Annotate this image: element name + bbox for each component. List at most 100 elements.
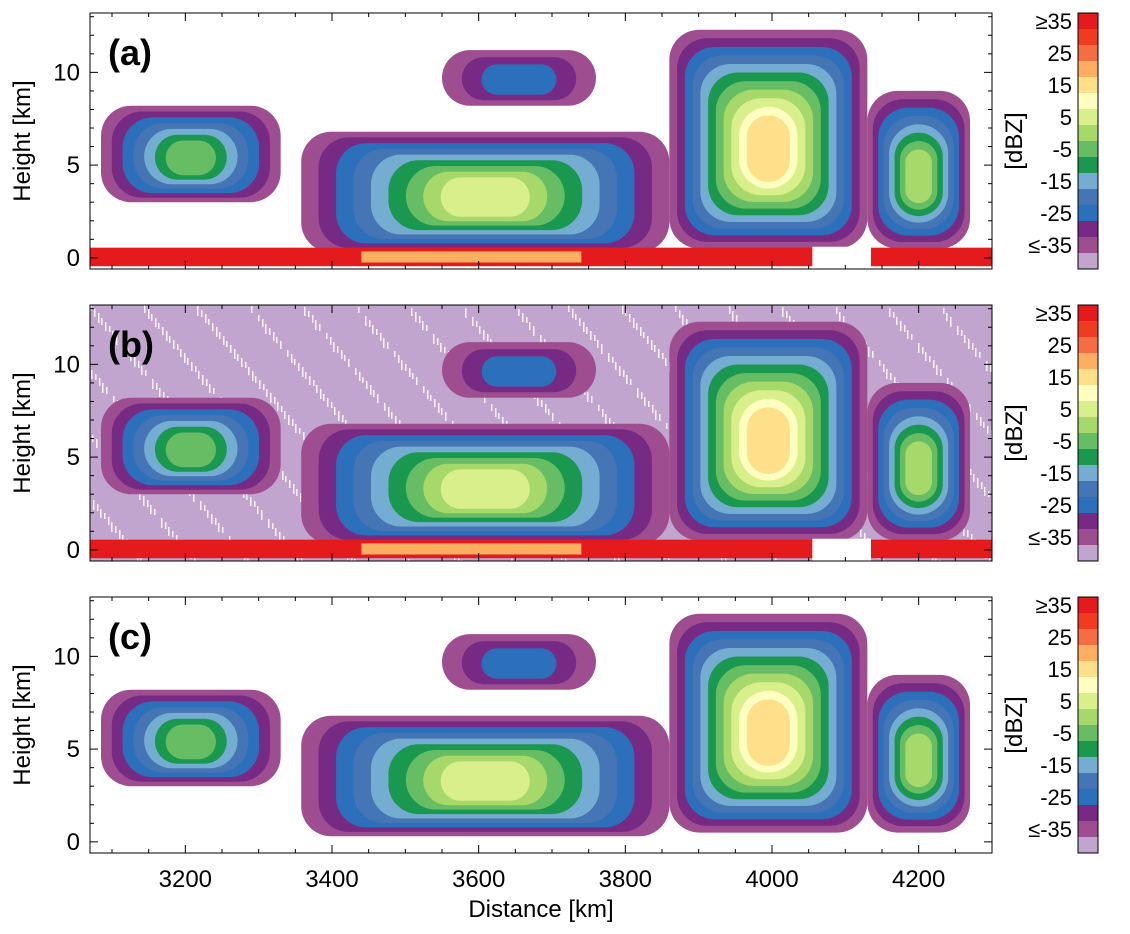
axes-frame bbox=[89, 12, 993, 270]
noise-speckle bbox=[725, 558, 727, 561]
noise-speckle bbox=[633, 318, 635, 328]
noise-speckle bbox=[883, 364, 885, 372]
noise-speckle bbox=[247, 558, 249, 561]
reflectivity-contour bbox=[165, 140, 216, 176]
noise-speckle bbox=[387, 342, 389, 349]
noise-speckle bbox=[285, 476, 287, 482]
colorbar-tick-label: 25 bbox=[1048, 625, 1072, 650]
noise-speckle bbox=[395, 416, 397, 425]
y-tick-label: 0 bbox=[67, 829, 80, 856]
noise-speckle bbox=[206, 379, 208, 386]
noise-speckle bbox=[491, 404, 493, 411]
noise-speckle bbox=[618, 557, 620, 561]
colorbar-swatch bbox=[1078, 513, 1098, 530]
colorbar-swatch bbox=[1078, 433, 1098, 450]
colorbar-swatch bbox=[1078, 629, 1098, 646]
noise-speckle bbox=[872, 351, 874, 358]
noise-speckle bbox=[675, 306, 677, 312]
colorbar-swatch bbox=[1078, 157, 1098, 174]
noise-speckle bbox=[358, 307, 360, 313]
noise-speckle bbox=[594, 335, 596, 341]
colorbar-tick-label: 15 bbox=[1048, 73, 1072, 98]
noise-speckle bbox=[548, 409, 550, 415]
noise-speckle bbox=[964, 335, 966, 343]
noise-speckle bbox=[651, 340, 653, 350]
noise-speckle bbox=[226, 341, 228, 347]
noise-speckle bbox=[989, 556, 991, 561]
colorbar-tick-label: 15 bbox=[1048, 365, 1072, 390]
noise-speckle bbox=[384, 403, 386, 411]
colorbar: ≥35 25 15 5 -5 -15 -25 ≤-35 [dBZ] bbox=[1001, 593, 1099, 854]
colorbar-swatch bbox=[1078, 13, 1098, 30]
noise-speckle bbox=[151, 314, 153, 321]
noise-speckle bbox=[237, 354, 239, 361]
noise-speckle bbox=[262, 319, 264, 327]
noise-speckle bbox=[575, 314, 577, 320]
noise-speckle bbox=[405, 364, 407, 371]
noise-speckle bbox=[105, 322, 107, 331]
noise-speckle bbox=[619, 366, 621, 376]
cloud-region bbox=[301, 131, 670, 253]
noise-speckle bbox=[602, 409, 604, 417]
noise-speckle bbox=[568, 305, 570, 312]
noise-speckle bbox=[636, 323, 638, 330]
noise-speckle bbox=[200, 501, 202, 510]
noise-speckle bbox=[219, 332, 221, 339]
noise-speckle bbox=[911, 334, 913, 340]
noise-speckle bbox=[94, 309, 96, 317]
noise-speckle bbox=[184, 353, 186, 363]
noise-speckle bbox=[252, 371, 254, 381]
noise-speckle bbox=[195, 366, 197, 372]
colorbar-tick-label: -5 bbox=[1052, 721, 1072, 746]
noise-speckle bbox=[294, 359, 296, 365]
colorbar-swatch bbox=[1078, 465, 1098, 482]
y-axis-label: Height [km] bbox=[9, 80, 36, 201]
noise-speckle bbox=[161, 518, 163, 528]
axes-frame bbox=[89, 596, 993, 854]
noise-speckle bbox=[327, 398, 329, 407]
noise-speckle bbox=[426, 325, 428, 331]
noise-speckle bbox=[270, 393, 272, 403]
noise-speckle bbox=[419, 316, 421, 323]
noise-speckle bbox=[283, 536, 285, 543]
noise-speckle bbox=[305, 372, 307, 379]
noise-speckle bbox=[484, 395, 486, 403]
noise-speckle bbox=[502, 417, 504, 425]
noise-speckle bbox=[411, 308, 413, 316]
noise-speckle bbox=[445, 412, 447, 421]
noise-speckle bbox=[95, 374, 97, 380]
noise-speckle bbox=[248, 367, 250, 375]
noise-speckle bbox=[143, 496, 145, 506]
noise-speckle bbox=[980, 417, 982, 426]
noise-speckle bbox=[284, 411, 286, 419]
y-axis-label: Height [km] bbox=[9, 664, 36, 785]
noise-speckle bbox=[666, 423, 668, 429]
noise-speckle bbox=[427, 390, 429, 399]
noise-speckle bbox=[444, 347, 446, 353]
colorbar-swatch bbox=[1078, 837, 1098, 854]
noise-speckle bbox=[522, 313, 524, 322]
noise-speckle bbox=[150, 505, 152, 514]
noise-speckle bbox=[277, 402, 279, 411]
noise-speckle bbox=[205, 314, 207, 323]
noise-speckle bbox=[679, 310, 681, 318]
colorbar-swatch bbox=[1078, 417, 1098, 434]
cloud-region bbox=[442, 634, 596, 690]
noise-speckle bbox=[637, 388, 639, 398]
noise-speckle bbox=[597, 340, 599, 348]
noise-speckle bbox=[967, 530, 969, 537]
noise-speckle bbox=[156, 383, 158, 390]
noise-speckle bbox=[289, 480, 291, 488]
cloud-region bbox=[101, 689, 281, 787]
y-tick-label: 0 bbox=[67, 245, 80, 272]
colorbar-swatch bbox=[1078, 189, 1098, 206]
noise-speckle bbox=[409, 368, 411, 377]
noise-speckle bbox=[487, 334, 489, 341]
noise-speckle bbox=[437, 338, 439, 345]
colorbar-swatch bbox=[1078, 805, 1098, 822]
clutter-gap bbox=[812, 538, 871, 561]
noise-speckle bbox=[165, 522, 167, 529]
noise-speckle bbox=[141, 366, 143, 375]
colorbar-swatch bbox=[1078, 385, 1098, 402]
colorbar-swatch bbox=[1078, 661, 1098, 678]
